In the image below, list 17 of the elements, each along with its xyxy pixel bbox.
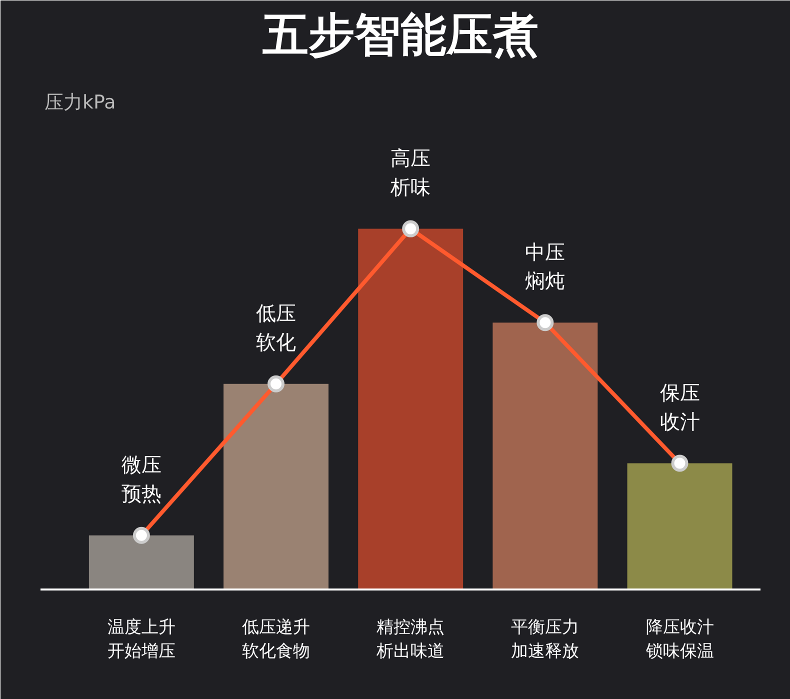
bar (88, 535, 194, 590)
annotation: 高压析味 (390, 146, 431, 199)
bar (492, 322, 598, 590)
bar (224, 384, 328, 590)
x-tick-label: 降压收汁锁味保温 (644, 618, 714, 662)
x-tick-label: 低压递升软化食物 (242, 618, 310, 662)
bar (358, 228, 464, 590)
text: 压力kPa (44, 91, 116, 114)
chart-title: 五步智能压煮 (262, 8, 538, 62)
annotation: 低压软化 (256, 301, 296, 354)
x-tick-label: 平衡压力加速释放 (511, 618, 580, 662)
x-tick-label: 精控沸点析出味道 (376, 618, 445, 662)
annotation: 中压焖炖 (525, 240, 566, 293)
bar (627, 463, 732, 590)
x-tick-label: 温度上升开始增压 (107, 618, 176, 662)
annotation: 保压收汁 (660, 380, 700, 434)
annotation: 微压预热 (121, 452, 162, 506)
